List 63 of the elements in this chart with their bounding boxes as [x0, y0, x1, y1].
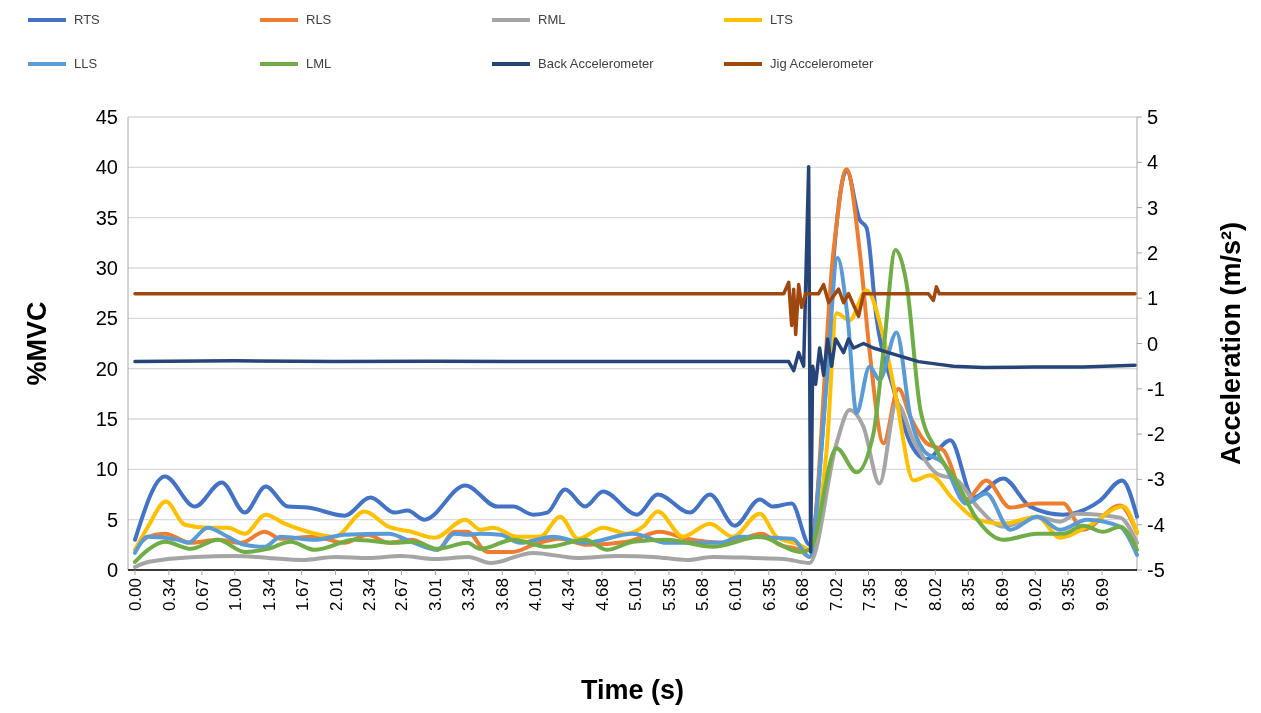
legend-label: Back Accelerometer: [538, 56, 655, 71]
x-tick-label: 2.01: [326, 578, 346, 612]
x-tick-label: 1.67: [292, 578, 312, 612]
legend-label: RML: [538, 12, 566, 27]
x-tick-label: 0.67: [192, 578, 212, 612]
y-tick-label: 25: [95, 307, 118, 330]
y2-tick-label: -4: [1147, 513, 1165, 536]
x-tick-label: 6.68: [792, 578, 812, 612]
y-tick-label: 35: [95, 206, 118, 229]
y2-tick-label: 2: [1147, 241, 1159, 264]
x-tick-label: 7.02: [826, 578, 846, 612]
x-tick-label: 2.67: [392, 578, 412, 612]
x-tick-label: 3.68: [493, 578, 513, 612]
legend-label: RTS: [74, 12, 101, 27]
y2-tick-label: 3: [1147, 196, 1159, 219]
x-tick-label: 4.68: [593, 578, 613, 612]
y2-tick-label: 0: [1147, 332, 1159, 355]
x-tick-label: 7.35: [859, 578, 879, 612]
x-tick-label: 4.34: [559, 578, 579, 612]
x-tick-label: 1.00: [225, 578, 245, 612]
legend-label: Jig Accelerometer: [770, 56, 874, 71]
x-tick-label: 5.68: [692, 578, 712, 612]
y-tick-label: 15: [95, 408, 118, 430]
y-tick-label: 0: [106, 559, 118, 581]
x-tick-label: 8.69: [993, 578, 1013, 612]
x-tick-label: 6.01: [725, 578, 745, 612]
x-tick-label: 9.69: [1093, 578, 1113, 612]
y-tick-label: 5: [106, 508, 118, 531]
x-tick-label: 6.35: [759, 578, 779, 612]
legend-label: LTS: [770, 12, 794, 27]
y2-tick-label: -2: [1147, 423, 1165, 446]
x-tick-label: 1.34: [259, 578, 279, 612]
legend-label: LML: [306, 56, 332, 71]
y2-tick-label: 4: [1147, 151, 1159, 174]
y-axis-title: %MVC: [22, 301, 52, 386]
x-tick-label: 9.35: [1059, 578, 1079, 612]
x-tick-label: 3.01: [426, 578, 446, 612]
x-tick-label: 5.35: [659, 578, 679, 612]
x-tick-label: 5.01: [626, 578, 645, 612]
x-axis-title: Time (s): [580, 675, 685, 705]
x-tick-label: 8.35: [959, 578, 979, 612]
line-series: [133, 280, 1137, 337]
y-tick-label: 40: [95, 156, 118, 179]
y2-tick-label: -5: [1147, 559, 1165, 581]
legend-label: RLS: [306, 12, 332, 27]
y2-tick-label: 1: [1147, 287, 1159, 310]
x-tick-label: 0.00: [125, 578, 145, 612]
x-tick-label: 2.34: [359, 578, 379, 612]
x-tick-label: 3.34: [459, 578, 479, 612]
y-tick-label: 45: [95, 106, 118, 128]
y2-tick-label: 5: [1147, 106, 1159, 128]
y-tick-label: 30: [95, 257, 118, 279]
x-tick-label: 0.34: [159, 578, 179, 612]
y-tick-label: 20: [95, 357, 118, 380]
x-tick-label: 9.02: [1026, 578, 1046, 612]
y2-axis-title: Acceleration (m/s²): [1216, 221, 1246, 466]
legend-label: LLS: [74, 56, 98, 71]
y2-tick-label: -1: [1147, 377, 1165, 400]
y-tick-label: 10: [95, 458, 118, 481]
x-tick-label: 8.02: [926, 578, 946, 612]
x-tick-label: 4.01: [526, 578, 546, 612]
y2-tick-label: -3: [1147, 468, 1165, 491]
x-tick-label: 7.68: [892, 578, 912, 612]
